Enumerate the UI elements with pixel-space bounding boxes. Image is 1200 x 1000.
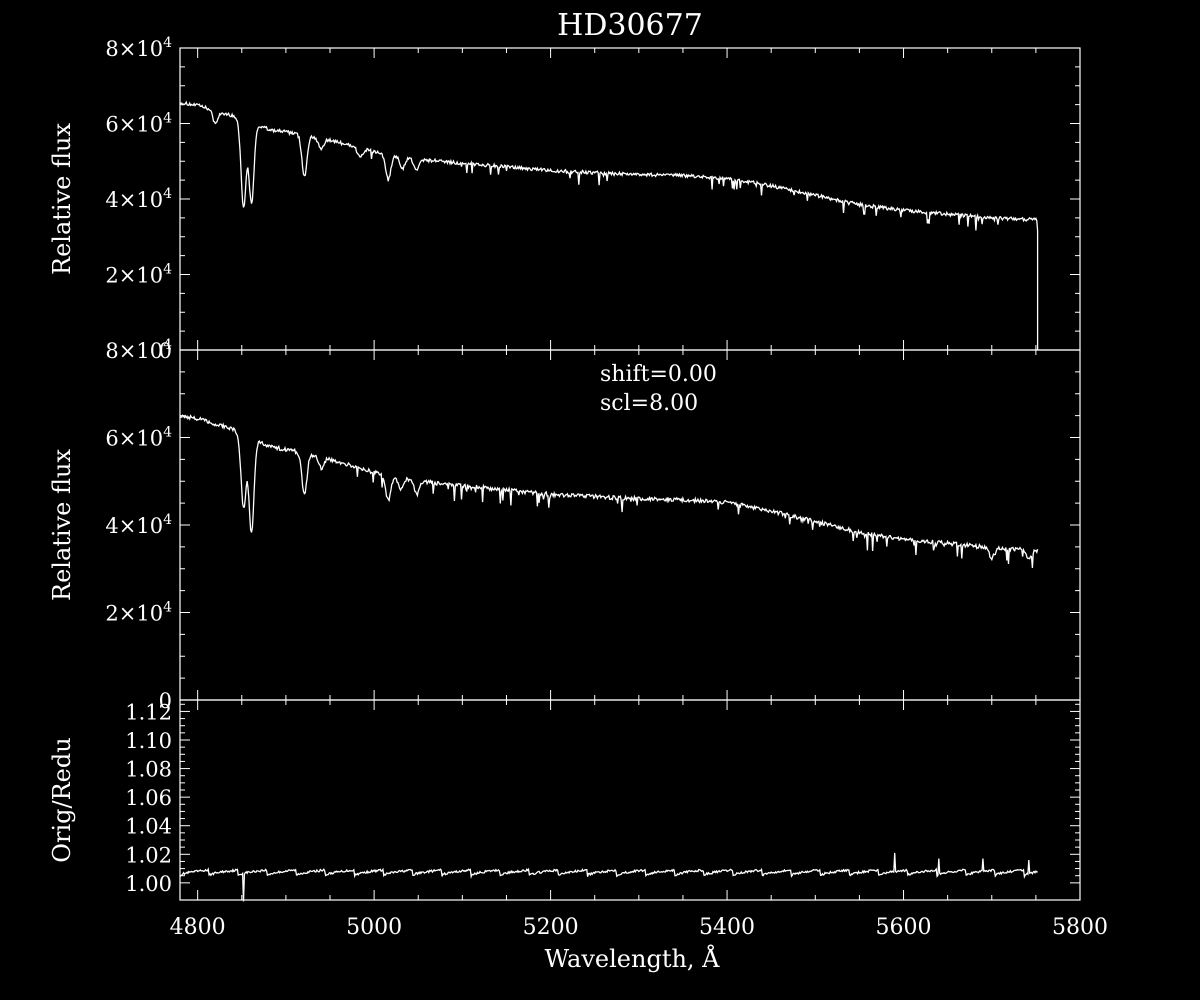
y-tick-label: 1.02 [125,843,172,867]
ratio-panel: 1.00 1.02 1.04 1.06 1.08 1.10 1.12 Orig/Redu 480… [48,699,1108,940]
x-axis-label: Wavelength, Å [544,944,720,973]
ratio-line [179,852,1038,902]
y-tick-label: 1.00 [125,872,172,896]
x-tick-label: 5600 [876,915,932,940]
spectrum-line [179,100,1039,350]
y-tick-label: 4×104 [105,186,172,212]
annotation-text: shift=0.00 [600,362,717,387]
y-tick-label: 8×104 [105,35,172,61]
x-tick-label: 5400 [699,915,755,940]
y-tick-label: 6×104 [105,425,172,451]
chart-title: HD30677 [557,8,703,43]
x-tick-label: 5200 [523,915,579,940]
y-axis-label: Relative flux [48,123,76,275]
x-tick-label: 5800 [1052,915,1108,940]
y-axis-label: Orig/Redu [48,737,76,862]
y-tick-label: 1.08 [125,758,172,782]
y-tick-label: 2×104 [105,600,172,626]
y-tick-label: 6×104 [105,111,172,137]
y-tick-label: 2×104 [105,262,172,288]
y-tick-label: 1.04 [125,815,172,839]
annotation-text: scl=8.00 [600,391,698,416]
y-tick-label: 4×104 [105,512,172,538]
x-tick-label: 5000 [346,915,402,940]
y-tick-label: 1.12 [125,700,172,724]
y-tick-label: 0 [159,689,172,713]
plot-frame [179,699,1081,901]
y-tick-label: 1.10 [125,729,172,753]
x-tick-label: 4800 [170,915,226,940]
y-tick-label: 1.06 [125,786,172,810]
y-tick-label: 0 [159,339,172,363]
y-axis-label: Relative flux [48,449,76,601]
spectrum-line [179,414,1039,568]
y-tick-label: 8×104 [105,337,172,363]
top-flux-panel: 0 2×104 4×104 6×104 8×104 Relative flux [48,35,1081,363]
